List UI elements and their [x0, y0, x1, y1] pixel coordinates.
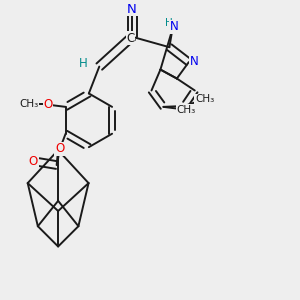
Text: CH₃: CH₃ [176, 105, 195, 115]
Text: N: N [190, 55, 199, 68]
Text: CH₃: CH₃ [19, 100, 38, 110]
Text: O: O [44, 98, 53, 111]
Text: O: O [55, 142, 64, 155]
Text: O: O [29, 155, 38, 168]
Text: C: C [127, 32, 135, 45]
Text: H: H [165, 18, 173, 28]
Text: N: N [169, 20, 178, 33]
Text: N: N [127, 2, 137, 16]
Text: CH₃: CH₃ [195, 94, 214, 104]
Text: H: H [79, 57, 87, 70]
